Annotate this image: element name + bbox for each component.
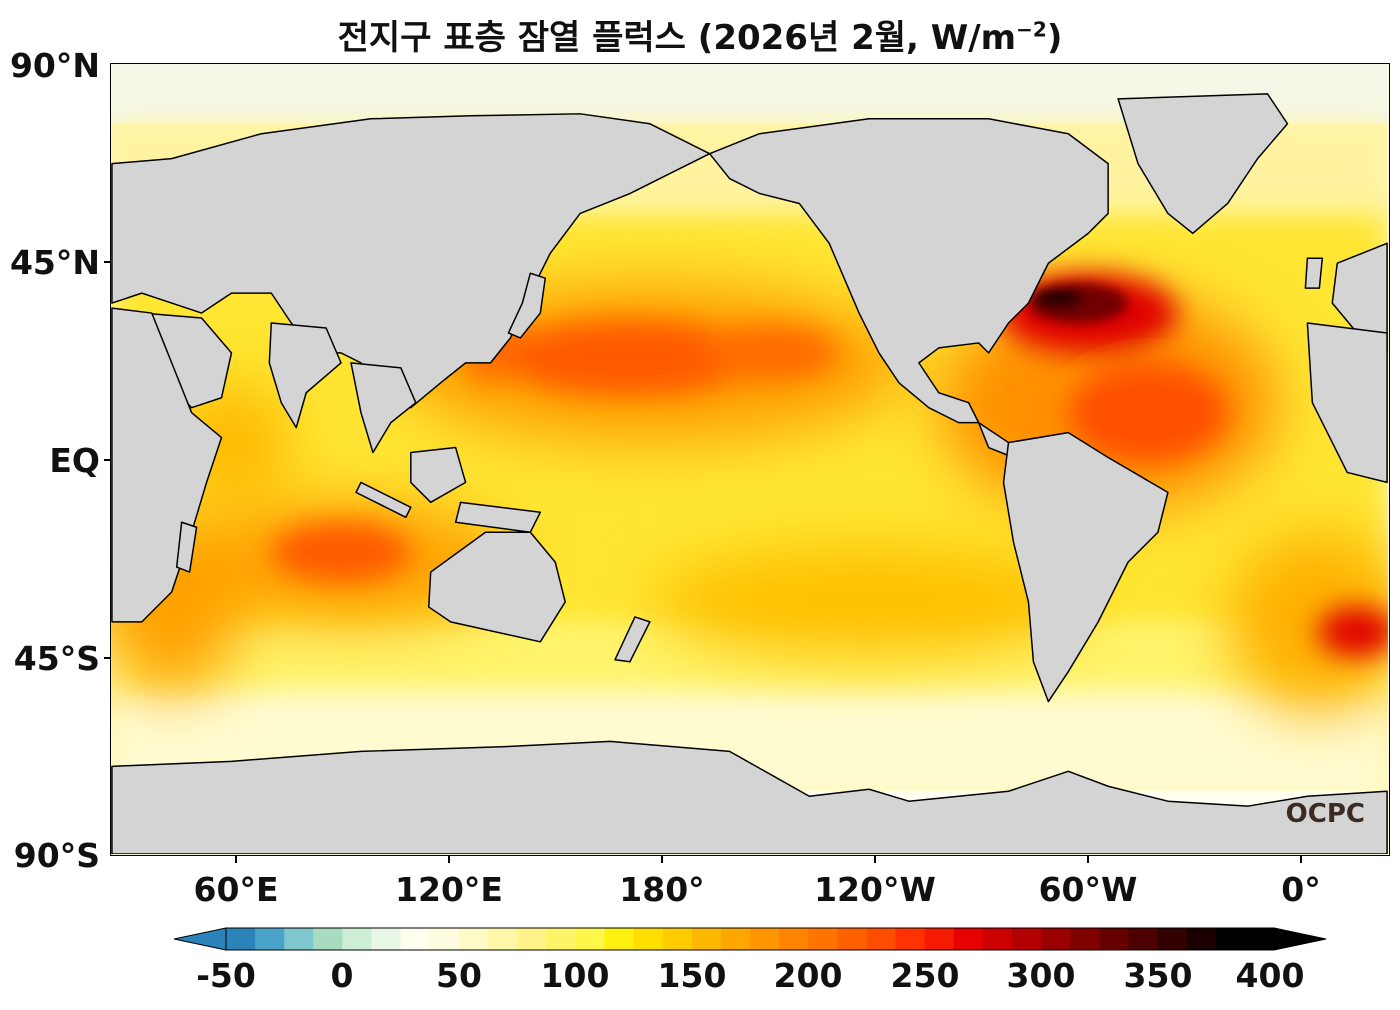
lon-tick bbox=[1087, 856, 1089, 863]
colorbar-label: 0 bbox=[330, 956, 354, 995]
lon-tick bbox=[1300, 856, 1302, 863]
colorbar-label: 50 bbox=[436, 956, 482, 995]
colorbar-cell bbox=[837, 928, 868, 950]
colorbar-cell bbox=[546, 928, 576, 950]
colorbar-cell bbox=[226, 928, 256, 950]
colorbar-extend-min bbox=[173, 927, 227, 951]
colorbar-cell bbox=[429, 928, 460, 950]
lon-label-120e: 120°E bbox=[395, 870, 503, 909]
lon-label-60w: 60°W bbox=[1038, 870, 1138, 909]
lon-label-60e: 60°E bbox=[193, 870, 279, 909]
colorbar-cell bbox=[1012, 928, 1042, 950]
lat-label-45n: 45°N bbox=[9, 243, 100, 282]
colorbar-label: 150 bbox=[657, 956, 727, 995]
colorbar bbox=[173, 927, 1327, 951]
colorbar-cell bbox=[720, 928, 751, 950]
land-masses bbox=[111, 93, 1388, 855]
colorbar-cell bbox=[924, 928, 955, 950]
lat-tick bbox=[104, 657, 110, 659]
colorbar-cell bbox=[313, 928, 344, 950]
lon-tick bbox=[235, 856, 237, 863]
colorbar-cell bbox=[662, 928, 693, 950]
colorbar-cells bbox=[226, 928, 1275, 950]
colorbar-cell bbox=[691, 928, 722, 950]
lon-tick bbox=[874, 856, 876, 863]
colorbar-cell bbox=[604, 928, 635, 950]
map-canvas bbox=[111, 64, 1389, 855]
colorbar-cell bbox=[1244, 928, 1275, 950]
colorbar-cell bbox=[1157, 928, 1188, 950]
colorbar-cell bbox=[953, 928, 984, 950]
colorbar-label: 250 bbox=[890, 956, 960, 995]
colorbar-label: 100 bbox=[540, 956, 610, 995]
lat-label-45s: 45°S bbox=[13, 639, 100, 678]
colorbar-cell bbox=[400, 928, 431, 950]
lon-label-180: 180° bbox=[619, 870, 705, 909]
colorbar-label: 400 bbox=[1235, 956, 1305, 995]
lat-label-90n: 90°N bbox=[9, 46, 100, 85]
colorbar-cell bbox=[1186, 928, 1217, 950]
lon-tick bbox=[661, 856, 663, 863]
colorbar-label: 350 bbox=[1123, 956, 1193, 995]
colorbar-cell bbox=[866, 928, 897, 950]
colorbar-cell bbox=[488, 928, 518, 950]
lat-tick bbox=[104, 261, 110, 263]
colorbar-cell bbox=[633, 928, 664, 950]
colorbar-cell bbox=[982, 928, 1013, 950]
colorbar-cell bbox=[284, 928, 314, 950]
lat-tick bbox=[104, 459, 110, 461]
lat-label-eq: EQ bbox=[49, 441, 100, 480]
colorbar-extend-max bbox=[1273, 927, 1327, 951]
colorbar-cell bbox=[371, 928, 402, 950]
colorbar-cell bbox=[895, 928, 926, 950]
lon-label-0: 0° bbox=[1281, 870, 1321, 909]
colorbar-label: 300 bbox=[1006, 956, 1076, 995]
lon-label-120w: 120°W bbox=[814, 870, 936, 909]
colorbar-label: 200 bbox=[773, 956, 843, 995]
colorbar-label: -50 bbox=[196, 956, 256, 995]
colorbar-cell bbox=[458, 928, 489, 950]
colorbar-cell bbox=[750, 928, 780, 950]
colorbar-cell bbox=[1070, 928, 1100, 950]
colorbar-cell bbox=[1215, 928, 1246, 950]
colorbar-cell bbox=[1128, 928, 1159, 950]
colorbar-cell bbox=[255, 928, 285, 950]
colorbar-cell bbox=[517, 928, 547, 950]
lon-tick bbox=[448, 856, 450, 863]
colorbar-cell bbox=[1099, 928, 1130, 950]
colorbar-cell bbox=[1041, 928, 1071, 950]
colorbar-cell bbox=[575, 928, 606, 950]
colorbar-cell bbox=[808, 928, 838, 950]
map-title: 전지구 표층 잠열 플럭스 (2026년 2월, W/m−2) bbox=[337, 17, 1063, 58]
lat-label-90s: 90°S bbox=[13, 836, 100, 875]
heat-flux-map: OCPC bbox=[110, 63, 1390, 856]
ocpc-logo: OCPC bbox=[1285, 799, 1365, 829]
colorbar-cell bbox=[779, 928, 809, 950]
colorbar-cell bbox=[342, 928, 373, 950]
